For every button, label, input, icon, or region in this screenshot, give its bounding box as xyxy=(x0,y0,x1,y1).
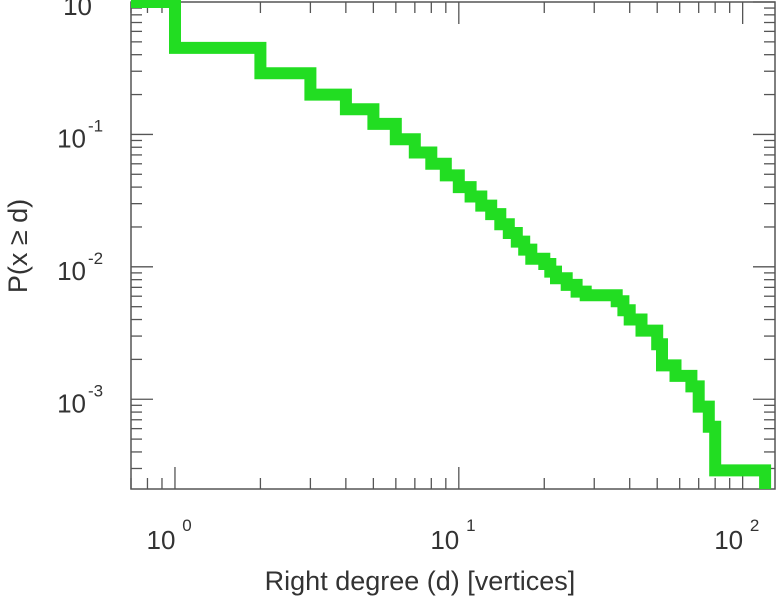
x-axis-title: Right degree (d) [vertices] xyxy=(265,566,576,596)
y-tick-exponent: 0 xyxy=(94,0,103,3)
plot-frame xyxy=(130,1,776,490)
tick-labels: 10010110210010-110-210-3 xyxy=(57,0,759,555)
x-tick-exponent: 1 xyxy=(466,516,475,535)
y-tick-label: 10 xyxy=(57,256,86,286)
x-tick-label: 10 xyxy=(430,525,459,555)
y-tick-exponent: -2 xyxy=(88,249,103,268)
y-tick-exponent: -1 xyxy=(88,116,103,135)
x-tick-label: 10 xyxy=(714,525,743,555)
series-line xyxy=(131,0,772,489)
axis-ticks xyxy=(130,1,775,489)
y-tick-label: 10 xyxy=(63,0,92,21)
x-tick-label: 10 xyxy=(147,525,176,555)
x-tick-exponent: 0 xyxy=(182,516,191,535)
series-layer xyxy=(131,0,772,489)
x-tick-exponent: 2 xyxy=(750,516,759,535)
y-tick-label: 10 xyxy=(57,388,86,418)
y-tick-label: 10 xyxy=(57,123,86,153)
y-tick-exponent: -3 xyxy=(88,381,103,400)
y-axis-title: P(x ≥ d) xyxy=(3,199,33,293)
